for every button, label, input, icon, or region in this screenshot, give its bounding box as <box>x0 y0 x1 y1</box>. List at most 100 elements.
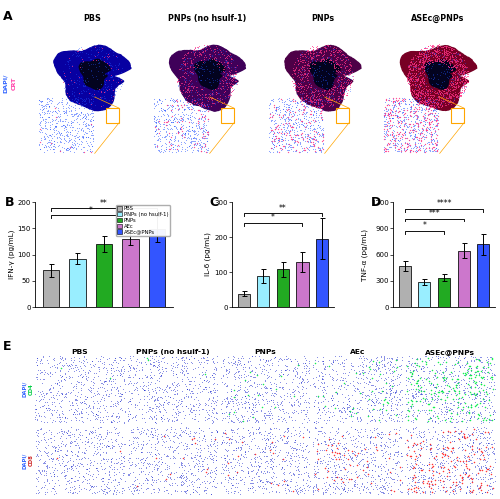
Point <box>58 361 66 369</box>
Point <box>439 91 447 99</box>
Point <box>102 443 110 451</box>
Point <box>348 417 356 425</box>
Point <box>404 394 412 402</box>
Point <box>430 375 438 383</box>
Point <box>338 475 345 483</box>
Point <box>426 488 434 496</box>
Point <box>417 106 425 114</box>
Point <box>428 480 436 488</box>
Point <box>446 59 454 67</box>
Point <box>206 448 214 456</box>
Point <box>74 51 82 59</box>
Point <box>181 489 189 497</box>
Point <box>370 462 378 470</box>
Point <box>428 99 436 107</box>
Point <box>73 410 81 418</box>
Point <box>107 93 115 101</box>
Point <box>87 91 95 99</box>
Point <box>310 102 318 110</box>
Point <box>461 71 469 79</box>
Point <box>443 88 451 96</box>
Point <box>310 68 318 76</box>
Point <box>339 84 347 92</box>
Point <box>388 367 396 375</box>
Point <box>214 63 222 71</box>
Point <box>65 431 73 439</box>
Point <box>488 369 496 377</box>
Point <box>386 379 394 387</box>
Point <box>186 377 194 385</box>
Point <box>302 115 310 123</box>
Point <box>150 112 158 120</box>
Point <box>212 402 220 410</box>
Point <box>427 98 435 106</box>
Point <box>440 45 448 53</box>
Point <box>294 387 302 395</box>
Point <box>222 70 230 78</box>
Point <box>428 135 436 143</box>
Point <box>276 108 284 116</box>
Point <box>283 120 291 128</box>
Point <box>431 52 439 60</box>
Point <box>394 118 402 126</box>
Point <box>174 102 182 110</box>
Point <box>402 381 410 389</box>
Point <box>40 375 48 383</box>
Point <box>48 134 56 142</box>
Point <box>420 87 428 95</box>
Point <box>281 476 289 484</box>
Point <box>340 441 347 449</box>
Point <box>244 391 252 399</box>
Point <box>48 139 56 147</box>
Point <box>482 464 490 472</box>
Point <box>409 366 417 374</box>
Point <box>453 465 461 473</box>
Point <box>98 455 106 463</box>
Point <box>36 127 44 135</box>
Point <box>167 386 175 394</box>
Point <box>346 368 354 376</box>
Point <box>284 409 292 417</box>
Point <box>314 435 322 443</box>
Point <box>188 61 196 69</box>
Point <box>462 418 470 426</box>
Point <box>330 476 338 484</box>
Point <box>331 86 339 94</box>
Point <box>455 412 463 420</box>
Point <box>303 427 311 435</box>
Point <box>388 129 396 137</box>
Point <box>430 371 438 379</box>
Point <box>388 108 396 116</box>
Point <box>382 393 390 401</box>
Point <box>335 98 343 106</box>
Point <box>266 425 274 433</box>
Point <box>283 429 291 437</box>
Point <box>164 431 172 439</box>
Point <box>460 399 468 407</box>
Point <box>376 483 384 491</box>
Point <box>419 99 427 107</box>
Point <box>386 105 394 113</box>
Point <box>462 469 470 477</box>
Point <box>469 424 477 432</box>
Point <box>50 472 58 480</box>
Point <box>100 480 108 488</box>
Point <box>388 358 396 366</box>
Point <box>43 139 51 147</box>
Point <box>103 366 111 374</box>
Point <box>299 96 307 104</box>
Point <box>443 451 451 459</box>
Point <box>38 101 46 109</box>
Point <box>80 130 88 138</box>
Point <box>55 378 63 386</box>
Point <box>412 90 420 98</box>
Point <box>433 52 441 60</box>
Point <box>451 360 459 368</box>
Point <box>104 49 112 57</box>
Point <box>292 147 300 155</box>
Point <box>306 129 314 137</box>
Point <box>410 126 418 134</box>
Point <box>182 74 190 82</box>
Point <box>74 362 82 370</box>
Point <box>355 432 363 440</box>
